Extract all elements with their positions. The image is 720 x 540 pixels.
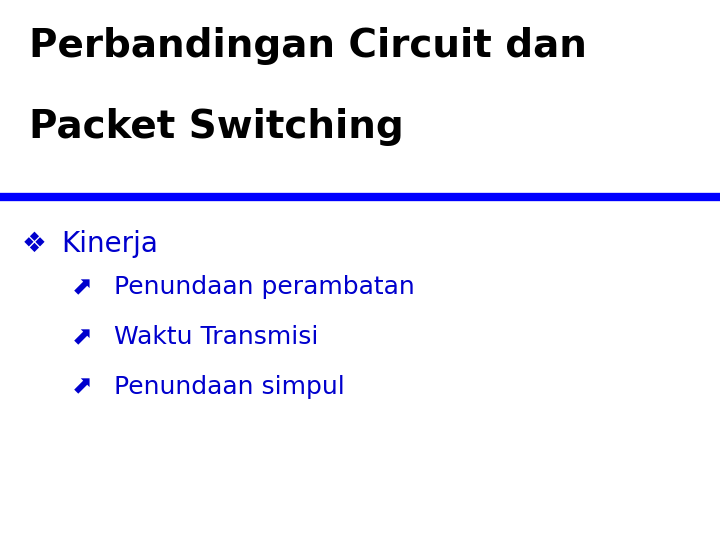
Text: Packet Switching: Packet Switching	[29, 108, 403, 146]
Text: ⬈: ⬈	[72, 375, 93, 399]
Text: Penundaan simpul: Penundaan simpul	[114, 375, 344, 399]
Text: Waktu Transmisi: Waktu Transmisi	[114, 325, 318, 349]
Text: Kinerja: Kinerja	[61, 230, 158, 258]
Text: Perbandingan Circuit dan: Perbandingan Circuit dan	[29, 27, 587, 65]
Text: ⬈: ⬈	[72, 325, 93, 349]
Text: Penundaan perambatan: Penundaan perambatan	[114, 275, 415, 299]
Text: ⬈: ⬈	[72, 275, 93, 299]
Text: ❖: ❖	[22, 230, 47, 258]
